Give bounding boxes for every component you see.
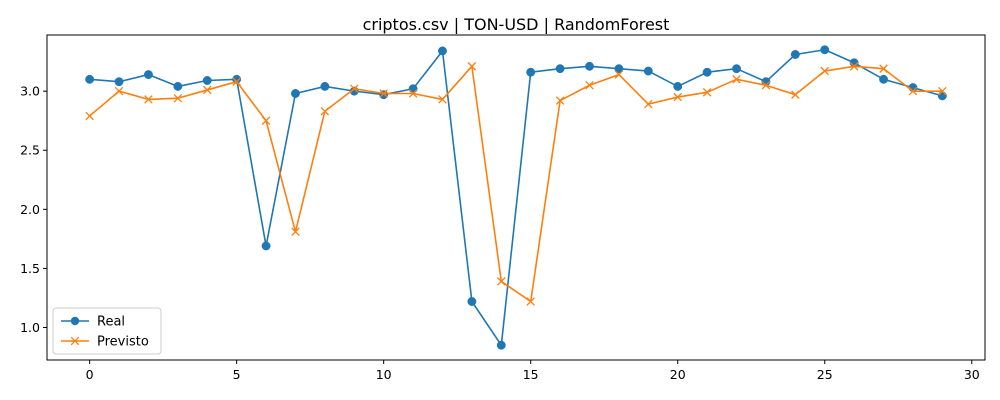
data-point [202, 85, 212, 95]
x-tick-label: 0 [86, 367, 94, 382]
series-line [89, 65, 943, 303]
legend-item: Previsto [61, 335, 149, 350]
legend-box [52, 307, 162, 355]
data-point [673, 81, 683, 91]
data-point [232, 77, 241, 86]
data-point [173, 93, 183, 103]
data-point [879, 64, 888, 73]
x-tick-label: 20 [670, 367, 686, 382]
data-point [379, 90, 389, 100]
chart-title: criptos.csv | TON-USD | RandomForest [363, 15, 670, 34]
data-point [261, 241, 271, 251]
data-point [320, 81, 330, 91]
data-point [408, 84, 418, 94]
data-point [438, 46, 447, 56]
data-point [114, 77, 124, 87]
legend-label: Real [97, 315, 125, 330]
data-point [232, 74, 242, 84]
series-real [85, 45, 947, 350]
data-point [496, 340, 506, 350]
data-point [937, 91, 947, 101]
data-point [673, 92, 682, 102]
data-point [820, 66, 830, 76]
legend-item: Real [61, 315, 125, 330]
series-line [89, 48, 943, 347]
x-tick-label: 30 [964, 367, 980, 382]
y-tick-label: 1.0 [20, 320, 40, 335]
data-point [467, 297, 477, 306]
data-point [85, 111, 94, 121]
data-point [585, 80, 594, 90]
x-tick-label: 25 [817, 367, 833, 382]
data-point [144, 95, 153, 104]
data-point [644, 99, 653, 109]
data-point [173, 81, 183, 91]
data-point [879, 74, 889, 84]
y-tick-label: 2.0 [20, 202, 40, 217]
data-point [497, 277, 506, 286]
data-point [85, 74, 95, 84]
axes-frame [46, 34, 986, 361]
x-tick-label: 10 [376, 367, 392, 382]
data-point [702, 88, 712, 97]
data-point [643, 66, 653, 76]
data-point [320, 106, 330, 116]
legend-marker [70, 316, 80, 326]
data-point [732, 75, 741, 84]
data-point [526, 67, 536, 77]
data-point [291, 89, 300, 98]
data-point [438, 95, 447, 104]
data-point [908, 86, 918, 96]
data-point [849, 62, 859, 71]
x-tick-label: 15 [523, 367, 539, 382]
x-tick-label: 5 [233, 367, 241, 382]
data-point [732, 64, 741, 74]
data-point [379, 89, 388, 98]
data-point [143, 70, 153, 80]
data-point [761, 80, 771, 90]
data-point [202, 76, 212, 85]
data-point [467, 62, 477, 71]
data-point [702, 67, 712, 77]
data-point [408, 89, 418, 98]
data-point [555, 96, 565, 105]
legend-label: Previsto [97, 335, 149, 350]
plot-area: 0 5 10 15 20 25 30 1.0 1.5 2.0 2.5 3.0 Real Previsto [20, 34, 986, 382]
data-point [820, 45, 830, 55]
data-point [291, 227, 300, 237]
series-previsto [85, 62, 947, 306]
data-point [555, 64, 565, 74]
data-point [261, 116, 271, 125]
data-point [114, 86, 124, 96]
data-point [614, 64, 624, 74]
data-point [526, 297, 535, 306]
y-tick-label: 3.0 [20, 84, 40, 99]
legend-marker [70, 336, 80, 346]
data-point [791, 90, 800, 99]
data-point [350, 84, 359, 94]
legend: Real Previsto [52, 307, 162, 355]
data-point [585, 61, 594, 71]
data-point [938, 86, 947, 96]
data-point [790, 50, 800, 59]
y-tick-label: 2.5 [20, 143, 40, 158]
y-tick-label: 1.5 [20, 261, 40, 276]
data-point [614, 70, 624, 79]
